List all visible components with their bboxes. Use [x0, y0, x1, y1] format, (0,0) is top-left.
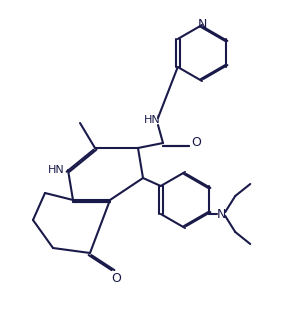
- Text: O: O: [191, 137, 201, 150]
- Text: N: N: [217, 208, 226, 220]
- Text: O: O: [111, 272, 121, 285]
- Text: HN: HN: [48, 165, 64, 175]
- Text: N: N: [197, 19, 207, 32]
- Text: HN: HN: [144, 115, 160, 125]
